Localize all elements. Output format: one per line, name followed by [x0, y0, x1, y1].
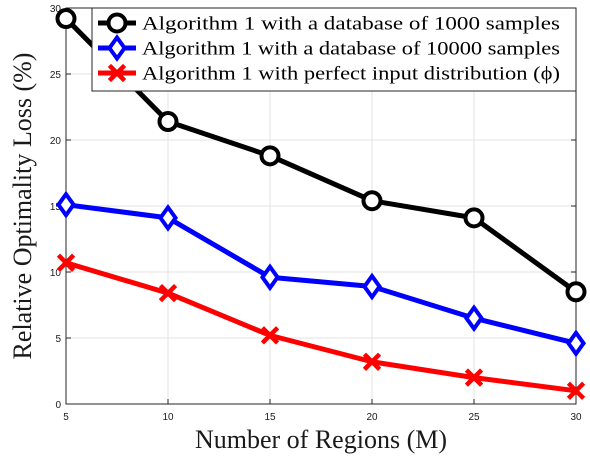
y-tick-label: 25 [50, 70, 62, 81]
x-tick-label: 5 [63, 412, 69, 423]
series-1-point [157, 111, 179, 133]
series-2-point [55, 190, 77, 219]
x-tick-label: 30 [570, 412, 582, 423]
x-tick-label: 15 [264, 412, 276, 423]
series-2-point [565, 329, 587, 358]
series-3-point [260, 326, 280, 345]
series-1-point [463, 207, 485, 229]
series-layer [55, 8, 587, 400]
y-tick-label: 20 [50, 136, 62, 147]
y-tick-label: 10 [50, 268, 62, 279]
legend-swatch-marker [106, 12, 128, 34]
series-3 [56, 253, 586, 400]
y-tick-label: 15 [50, 202, 62, 213]
x-tick-label: 25 [468, 412, 480, 423]
y-tick-label: 5 [55, 334, 61, 345]
legend-label: Algorithm 1 with a database of 10000 sam… [142, 39, 560, 60]
series-3-point [56, 253, 76, 272]
series-2-point [361, 272, 383, 301]
y-tick-label: 0 [55, 400, 61, 411]
legend-swatch-marker [107, 63, 127, 83]
series-1-point [361, 190, 383, 212]
series-1-point [565, 281, 587, 303]
series-1-line [64, 16, 578, 294]
legend-entry: Algorithm 1 with a database of 1000 samp… [98, 12, 560, 35]
series-3-point [464, 368, 484, 387]
y-tick-label: 30 [50, 4, 62, 15]
x-axis-title: Number of Regions (M) [195, 425, 447, 454]
x-tick-label: 20 [366, 412, 378, 423]
series-2-line [65, 202, 577, 346]
legend-swatch-marker [106, 34, 128, 62]
series-3-line [65, 260, 577, 394]
series-2-point [259, 263, 281, 292]
series-2-point [157, 203, 179, 232]
series-2 [55, 190, 587, 358]
series-3-point [158, 283, 178, 303]
legend-label: Algorithm 1 with perfect input distribut… [142, 64, 560, 85]
legend-entry: Algorithm 1 with a database of 10000 sam… [98, 34, 560, 62]
series-3-point [362, 352, 382, 371]
series-3-point [566, 381, 586, 400]
series-1-point [55, 8, 77, 30]
series-2-point [463, 304, 485, 333]
legend-label: Algorithm 1 with a database of 1000 samp… [142, 14, 560, 35]
legend-box [91, 7, 577, 92]
x-tick-label: 10 [162, 412, 174, 423]
series-1-point [259, 145, 281, 167]
series-1 [55, 8, 587, 303]
legend-entry: Algorithm 1 with perfect input distribut… [98, 64, 560, 85]
legend: Algorithm 1 with a database of 1000 samp… [91, 7, 577, 92]
y-axis-title: Relative Optimality Loss (%) [8, 53, 37, 360]
